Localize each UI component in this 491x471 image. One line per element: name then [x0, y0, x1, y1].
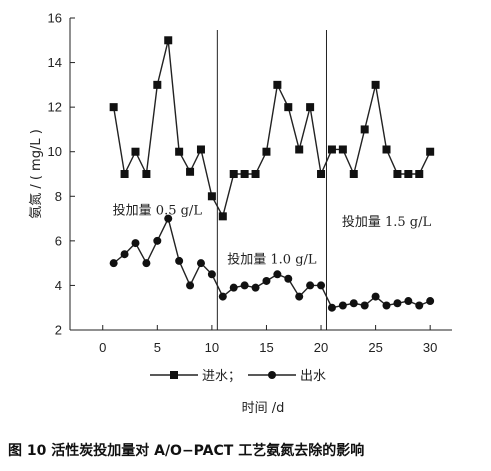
y-axis-ticks: 2 4 6 8 10 12 14 16 — [48, 11, 75, 338]
influent-point — [229, 170, 238, 178]
influent-point — [251, 170, 260, 178]
effluent-point — [131, 239, 140, 248]
influent-point — [306, 103, 315, 112]
x-tick-label: 20 — [314, 340, 328, 355]
influent-point — [404, 170, 413, 178]
effluent-point — [262, 276, 271, 285]
dosage-annotation: 投加量 1.0 g/L — [227, 252, 317, 268]
legend-effluent-label: 出水 — [300, 369, 326, 384]
y-tick-label: 12 — [48, 100, 62, 115]
effluent-point — [240, 281, 249, 290]
influent-point — [349, 170, 358, 178]
dosage-annotation: 投加量 0.5 g/L — [113, 203, 203, 219]
effluent-point — [371, 292, 380, 301]
y-tick-label: 16 — [48, 11, 62, 26]
effluent-point — [295, 292, 304, 301]
influent-point — [415, 170, 424, 178]
x-tick-label: 0 — [99, 340, 106, 355]
dosage-annotations: 投加量 0.5 g/L 投加量 1.0 g/L 投加量 1.5 g/L — [113, 203, 432, 268]
effluent-point — [306, 281, 315, 290]
effluent-point — [196, 259, 205, 268]
influent-point — [371, 80, 380, 89]
influent-point — [360, 125, 369, 134]
influent-point — [273, 80, 282, 89]
influent-point — [186, 167, 195, 176]
x-axis-ticks: 0 5 10 15 20 25 30 — [99, 325, 437, 355]
y-tick-label: 4 — [55, 278, 62, 293]
figure-caption: 图 10 活性炭投加量对 A/O−PACT 工艺氨氮去除的影响 — [8, 443, 365, 459]
y-tick-label: 2 — [55, 323, 62, 338]
y-axis-label: 氨氮 / ( mg/L ) — [29, 129, 44, 219]
influent-point — [382, 145, 391, 154]
y-tick-label: 14 — [48, 55, 62, 70]
influent-point — [295, 145, 304, 154]
legend-effluent-marker — [268, 371, 276, 379]
influent-point — [317, 170, 326, 178]
influent-point — [175, 147, 184, 156]
legend-influent-label: 进水； — [202, 369, 241, 384]
influent-line — [112, 40, 431, 219]
influent-point — [393, 170, 402, 178]
x-tick-label: 5 — [154, 340, 161, 355]
x-tick-label: 25 — [368, 340, 382, 355]
influent-point — [109, 103, 118, 112]
influent-point — [327, 145, 336, 154]
effluent-point — [404, 297, 413, 306]
x-tick-label: 10 — [205, 340, 219, 355]
influent-point — [262, 147, 271, 156]
influent-point — [164, 36, 173, 45]
phase-dividers — [216, 30, 327, 330]
series-group — [109, 36, 435, 312]
effluent-point — [349, 299, 358, 308]
x-tick-label: 15 — [259, 340, 273, 355]
axes — [69, 18, 452, 331]
influent-point — [196, 145, 205, 154]
effluent-point — [426, 297, 435, 306]
influent-point — [240, 170, 249, 178]
y-tick-label: 10 — [48, 144, 62, 159]
effluent-point — [153, 236, 162, 245]
effluent-point — [284, 274, 293, 283]
dosage-annotation: 投加量 1.5 g/L — [342, 214, 432, 230]
effluent-point — [393, 299, 402, 308]
influent-point — [142, 170, 151, 178]
effluent-point — [338, 301, 347, 310]
effluent-point — [142, 259, 151, 268]
effluent-point — [120, 250, 129, 259]
y-tick-label: 6 — [55, 233, 62, 248]
influent-point — [338, 145, 347, 154]
influent-point — [131, 147, 140, 156]
effluent-point — [251, 283, 260, 292]
influent-point — [207, 192, 216, 201]
influent-point — [426, 147, 435, 156]
legend-influent-marker — [170, 371, 178, 379]
effluent-point — [175, 256, 184, 265]
influent-point — [218, 212, 227, 221]
effluent-point — [415, 301, 424, 310]
effluent-point — [327, 303, 336, 312]
effluent-point — [164, 214, 173, 223]
y-tick-label: 8 — [55, 189, 62, 204]
effluent-point — [229, 283, 238, 292]
effluent-point — [186, 281, 195, 290]
influent-point — [284, 103, 293, 112]
effluent-point — [273, 270, 282, 279]
influent-point — [153, 80, 162, 89]
effluent-point — [207, 270, 216, 279]
legend: 进水； 出水 — [150, 369, 326, 384]
effluent-point — [382, 301, 391, 310]
effluent-point — [317, 281, 326, 290]
effluent-point — [109, 259, 118, 268]
x-axis-label: 时间 /d — [242, 401, 285, 416]
effluent-point — [218, 292, 227, 301]
x-tick-label: 30 — [423, 340, 437, 355]
effluent-point — [360, 301, 369, 310]
influent-point — [120, 170, 129, 178]
